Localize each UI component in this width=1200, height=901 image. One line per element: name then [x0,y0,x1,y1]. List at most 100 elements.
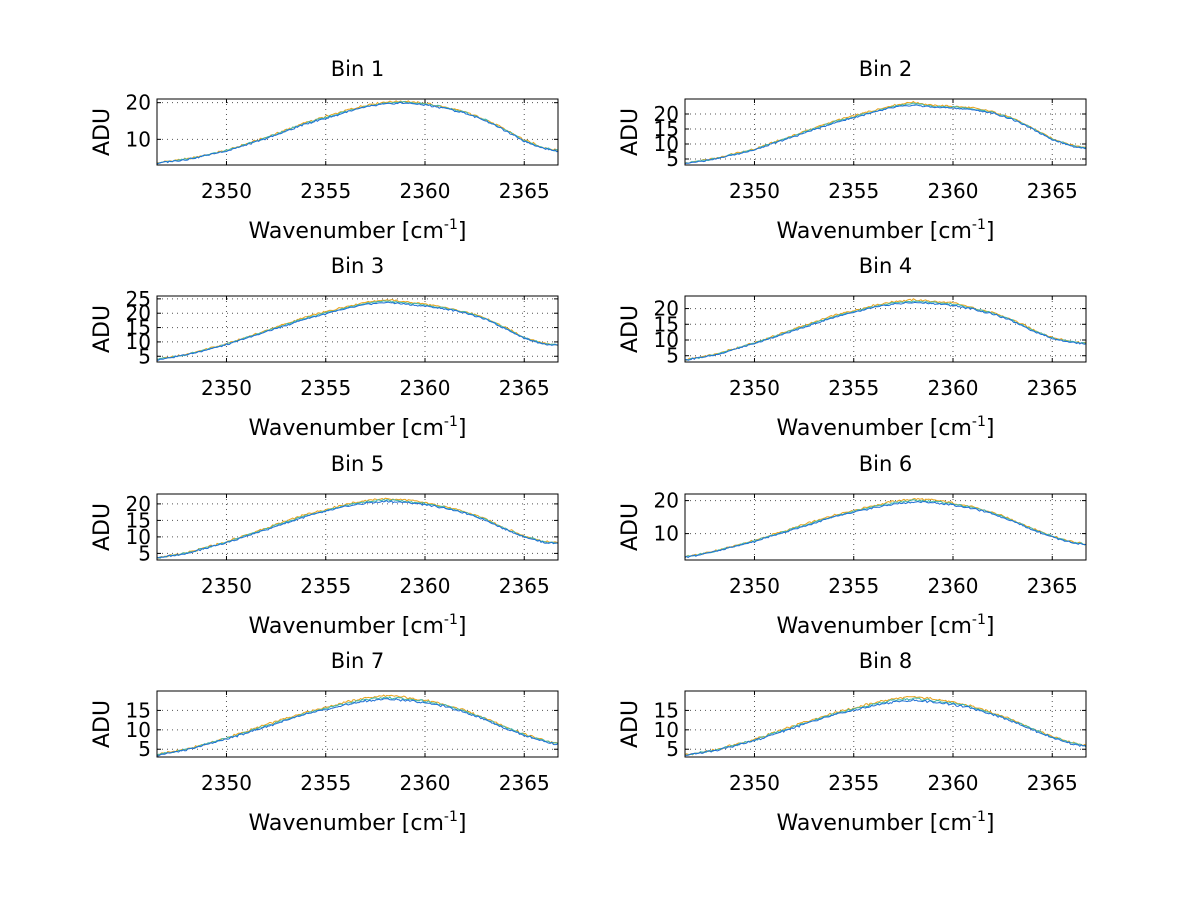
x-axis-label-close: ] [458,614,467,639]
x-tick-label: 2350 [201,771,252,795]
series-line-teal [157,300,558,360]
y-tick-label: 20 [126,492,151,516]
x-axis-label-superscript: -1 [444,217,458,233]
x-tick-label: 2360 [400,376,451,400]
subplot-1: 2350 2355 2360 2365 10 20 Bin 1 Wavenumber [cm-… [90,57,559,244]
series-line-blue [685,698,1086,756]
axes-frame [156,493,559,561]
x-tick-label: 2350 [729,376,780,400]
x-axis-label-main: Wavenumber [cm [777,614,972,639]
x-axis-label-superscript: -1 [444,414,458,430]
x-axis-label-close: ] [458,219,467,244]
series-line-teal [157,100,558,165]
series-line-teal [685,300,1086,361]
y-axis-label: ADU [618,305,643,353]
y-tick-label: 20 [654,102,679,126]
y-tick-label: 15 [126,698,151,722]
x-tick-label: 2355 [300,179,351,203]
y-tick-label: 15 [654,698,679,722]
series-line-blue [157,101,558,165]
x-axis-label-close: ] [458,416,467,441]
subplot-6: 2350 2355 2360 2365 10 20 Bin 6 Wavenumber [cm-… [618,452,1087,639]
y-tick-label: 10 [654,132,679,156]
x-tick-label: 2365 [1027,376,1078,400]
x-axis-label-superscript: -1 [972,217,986,233]
series-line-orange [685,100,1086,164]
x-tick-label: 2350 [729,574,780,598]
x-tick-label: 2365 [499,574,550,598]
x-tick-label: 2365 [1027,771,1078,795]
x-axis-label-main: Wavenumber [cm [777,416,972,441]
subplot-title: Bin 2 [859,57,913,81]
x-tick-label: 2365 [499,179,550,203]
x-tick-label: 2350 [729,771,780,795]
series-line-orange [685,497,1086,559]
y-tick-label: 5 [666,147,679,171]
y-axis-label: ADU [90,108,115,156]
y-tick-label: 15 [654,117,679,141]
x-tick-label: 2355 [300,376,351,400]
y-tick-label: 5 [666,737,679,761]
series-line-teal [685,697,1086,756]
x-tick-label: 2365 [1027,574,1078,598]
series-line-teal [157,696,558,756]
axes-frame [684,295,1087,363]
y-axis-label: ADU [618,108,643,156]
x-tick-label: 2355 [300,771,351,795]
subplot-title: Bin 4 [859,254,913,278]
x-tick-label: 2360 [928,574,979,598]
subplot-title: Bin 1 [331,57,385,81]
x-tick-label: 2355 [828,376,879,400]
series-line-orange [157,497,558,559]
subplot-title: Bin 6 [859,452,913,476]
series-line-blue [157,499,558,559]
y-tick-label: 10 [126,525,151,549]
series-line-teal [685,499,1086,558]
x-tick-label: 2360 [400,574,451,598]
x-tick-label: 2360 [928,376,979,400]
y-tick-label: 20 [126,301,151,325]
x-axis-label: Wavenumber [cm-1] [777,217,995,244]
series-line-orange [157,299,558,361]
x-tick-label: 2365 [1027,179,1078,203]
subplot-title: Bin 3 [331,254,385,278]
y-tick-label: 15 [126,508,151,532]
y-tick-label: 25 [126,287,151,311]
y-tick-label: 5 [138,541,151,565]
axes-frame [156,295,559,363]
series-line-blue [157,301,558,361]
y-tick-label: 10 [126,330,151,354]
x-tick-label: 2360 [928,179,979,203]
subplot-title: Bin 5 [331,452,385,476]
x-axis-label: Wavenumber [cm-1] [777,414,995,441]
series-line-teal [685,102,1086,165]
series-line-blue [157,698,558,757]
y-axis-label: ADU [618,700,643,748]
axes-frame [156,98,559,166]
x-axis-label: Wavenumber [cm-1] [249,809,467,836]
x-axis-label: Wavenumber [cm-1] [249,414,467,441]
x-axis-label-main: Wavenumber [cm [249,811,444,836]
x-tick-label: 2350 [201,376,252,400]
subplot-title: Bin 7 [331,649,385,673]
series-line-blue [685,104,1086,165]
x-axis-label-superscript: -1 [444,612,458,628]
y-tick-label: 5 [138,737,151,761]
x-axis-label-main: Wavenumber [cm [777,219,972,244]
y-axis-label: ADU [618,503,643,551]
y-axis-label: ADU [90,503,115,551]
x-tick-label: 2350 [201,574,252,598]
x-tick-label: 2355 [828,771,879,795]
x-axis-label-close: ] [986,811,995,836]
x-axis-label-close: ] [458,811,467,836]
y-tick-label: 10 [654,522,679,546]
series-line-orange [685,298,1086,361]
x-axis-label-superscript: -1 [972,809,986,825]
x-tick-label: 2350 [729,179,780,203]
y-tick-label: 10 [126,718,151,742]
